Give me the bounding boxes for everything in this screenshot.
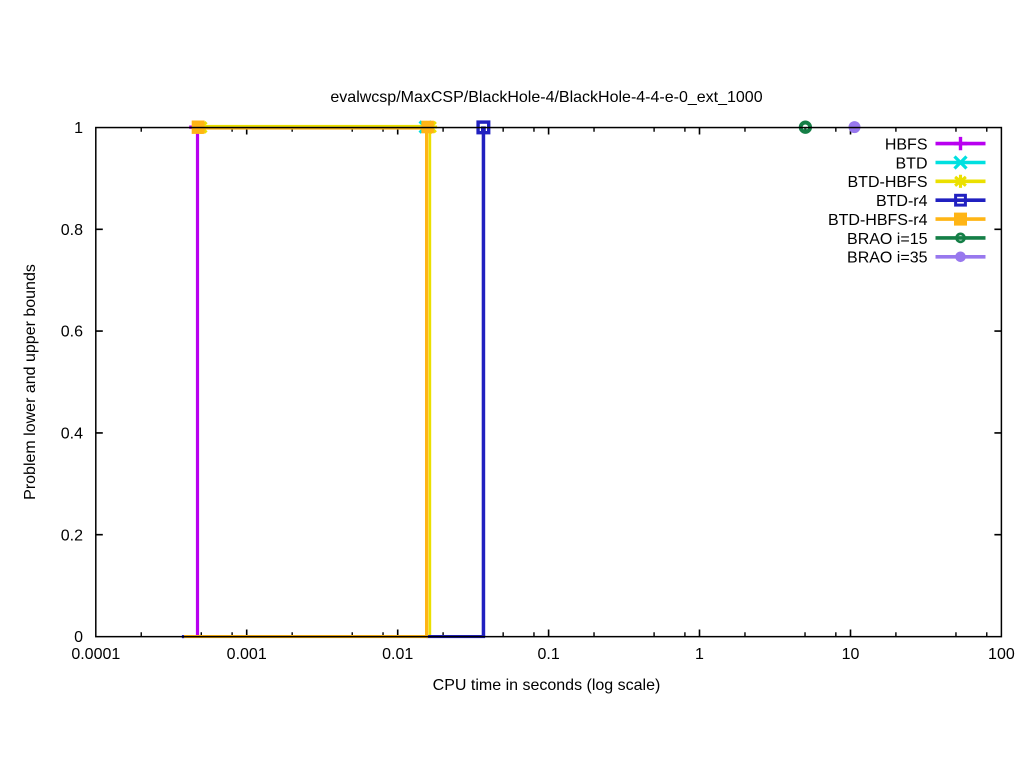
svg-text:BTD-HBFS-r4: BTD-HBFS-r4 <box>828 212 928 229</box>
svg-text:0.0001: 0.0001 <box>71 646 120 663</box>
svg-text:1: 1 <box>74 120 83 137</box>
svg-text:1: 1 <box>695 646 704 663</box>
svg-text:0.01: 0.01 <box>382 646 413 663</box>
svg-text:BTD-HBFS: BTD-HBFS <box>848 174 928 191</box>
svg-text:HBFS: HBFS <box>885 137 928 154</box>
svg-text:0.2: 0.2 <box>61 527 83 544</box>
svg-text:BRAO i=35: BRAO i=35 <box>847 250 928 267</box>
svg-text:0.8: 0.8 <box>61 222 83 239</box>
svg-text:BRAO i=15: BRAO i=15 <box>847 231 928 248</box>
svg-text:Problem lower and upper bounds: Problem lower and upper bounds <box>22 264 39 500</box>
svg-text:10: 10 <box>842 646 860 663</box>
svg-text:BTD-r4: BTD-r4 <box>876 193 928 210</box>
svg-text:0.4: 0.4 <box>61 426 83 443</box>
svg-text:0: 0 <box>74 629 83 646</box>
svg-text:BTD: BTD <box>896 155 928 172</box>
svg-text:evalwcsp/MaxCSP/BlackHole-4/Bl: evalwcsp/MaxCSP/BlackHole-4/BlackHole-4-… <box>330 89 762 106</box>
svg-text:0.001: 0.001 <box>227 646 267 663</box>
svg-text:0.6: 0.6 <box>61 324 83 341</box>
svg-text:100: 100 <box>988 646 1015 663</box>
svg-text:0.1: 0.1 <box>537 646 559 663</box>
svg-text:CPU time in seconds (log scale: CPU time in seconds (log scale) <box>433 677 661 694</box>
